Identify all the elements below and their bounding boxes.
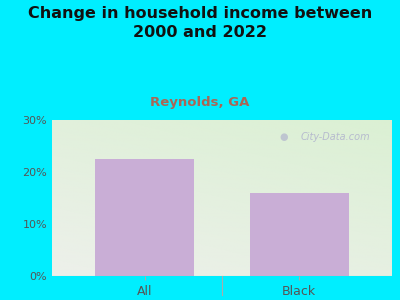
Text: Reynolds, GA: Reynolds, GA bbox=[150, 96, 250, 109]
Bar bbox=[250, 193, 349, 276]
Bar bbox=[95, 159, 194, 276]
Text: ●: ● bbox=[280, 133, 288, 142]
Text: Change in household income between
2000 and 2022: Change in household income between 2000 … bbox=[28, 6, 372, 40]
Text: City-Data.com: City-Data.com bbox=[300, 133, 370, 142]
